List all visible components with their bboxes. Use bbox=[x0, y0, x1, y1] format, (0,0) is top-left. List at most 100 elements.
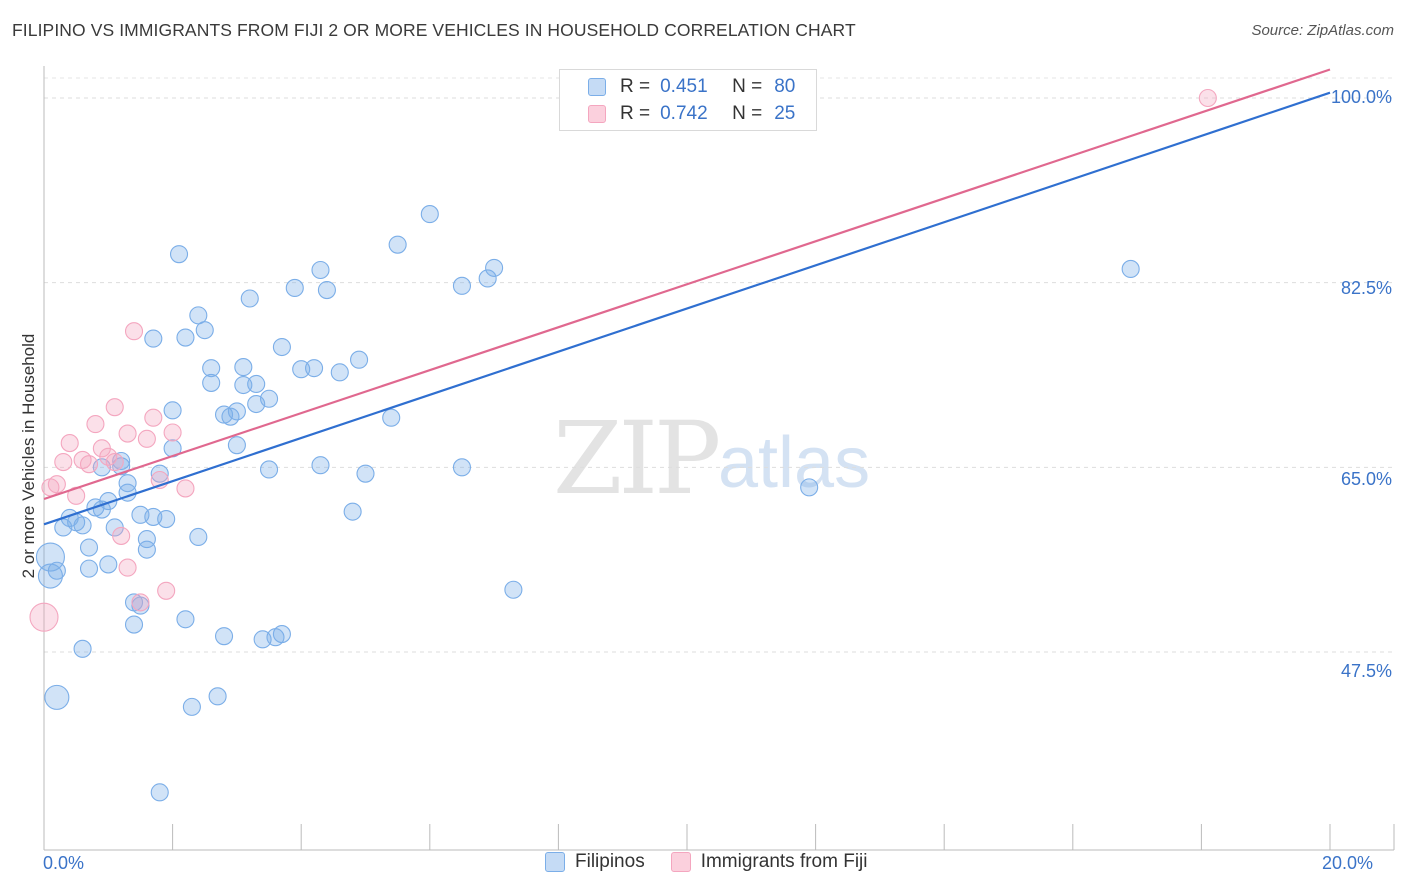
fiji-point-7 bbox=[79, 455, 99, 474]
filipino-point-0 bbox=[35, 542, 65, 572]
filipino-point-54 bbox=[272, 337, 291, 357]
filipino-point-72 bbox=[504, 580, 523, 599]
filipino-point-58 bbox=[311, 456, 330, 475]
legend-row-fiji: R = 0.742 N = 25 bbox=[588, 101, 795, 127]
filipino-point-7 bbox=[73, 639, 92, 658]
filipino-point-34 bbox=[189, 527, 208, 547]
series-legend-fiji[interactable]: Immigrants from Fiji bbox=[670, 851, 868, 873]
filipino-point-45 bbox=[234, 358, 253, 377]
filipino-point-57 bbox=[305, 359, 324, 378]
filipino-point-8 bbox=[79, 559, 99, 578]
fiji-point-12 bbox=[105, 398, 124, 417]
filipino-point-23 bbox=[137, 530, 156, 549]
fiji-point-4 bbox=[60, 434, 79, 453]
legend-n-value-fiji: 25 bbox=[774, 103, 796, 124]
fiji-point-21 bbox=[157, 581, 176, 600]
legend-n-label: N = bbox=[732, 76, 763, 97]
fiji-point-16 bbox=[124, 322, 144, 341]
fiji-point-18 bbox=[137, 429, 156, 448]
filipino-point-59 bbox=[311, 260, 330, 280]
filipino-point-62 bbox=[343, 502, 362, 521]
filipino-point-44 bbox=[234, 375, 253, 395]
stats-legend: R = 0.451 N = 80 R = 0.742 N = 25 bbox=[559, 69, 817, 131]
series-legend: Filipinos Immigrants from Fiji bbox=[545, 851, 894, 873]
watermark-zip: ZIP bbox=[553, 400, 721, 517]
series-label-filipinos: Filipinos bbox=[575, 851, 645, 872]
watermark-atlas: atlas bbox=[718, 423, 871, 503]
fiji-point-22 bbox=[163, 423, 182, 442]
filipino-point-20 bbox=[124, 615, 144, 634]
series-legend-filipinos[interactable]: Filipinos bbox=[545, 851, 645, 873]
fiji-point-19 bbox=[144, 408, 163, 427]
fiji-point-23 bbox=[176, 479, 195, 498]
filipino-point-70 bbox=[478, 269, 497, 288]
y-tick-100: 100.0% bbox=[1330, 87, 1392, 107]
filipino-point-43 bbox=[227, 402, 246, 421]
filipino-point-39 bbox=[208, 687, 227, 706]
filipino-trend-line bbox=[43, 91, 1331, 526]
filipino-point-36 bbox=[195, 321, 214, 340]
y-tick-82-5: 82.5% bbox=[1340, 278, 1392, 298]
legend-r-value-fiji: 0.742 bbox=[660, 103, 708, 124]
series-label-fiji: Immigrants from Fiji bbox=[700, 851, 868, 872]
filipino-point-30 bbox=[169, 245, 189, 264]
series-swatch-filipinos bbox=[545, 852, 565, 872]
filipino-point-17 bbox=[118, 474, 137, 493]
filipino-point-71 bbox=[485, 258, 504, 277]
legend-r-value-filipinos: 0.451 bbox=[660, 76, 708, 97]
filipino-point-47 bbox=[247, 374, 266, 394]
legend-r-label: R = bbox=[620, 103, 651, 124]
filipino-point-52 bbox=[259, 460, 279, 479]
filipino-point-61 bbox=[330, 363, 349, 382]
filipino-point-73 bbox=[800, 478, 819, 497]
filipino-point-9 bbox=[79, 538, 99, 557]
fiji-trend-line bbox=[43, 68, 1331, 501]
filipino-point-32 bbox=[176, 328, 195, 347]
filipino-point-12 bbox=[99, 555, 118, 574]
filipino-point-77 bbox=[47, 561, 66, 580]
filipino-point-68 bbox=[452, 458, 472, 477]
source-label: Source: ZipAtlas.com bbox=[1251, 22, 1394, 39]
fiji-point-15 bbox=[118, 424, 137, 443]
filipino-point-6 bbox=[73, 516, 92, 535]
legend-swatch-fiji bbox=[588, 105, 606, 123]
filipino-point-42 bbox=[227, 436, 246, 455]
legend-r-label: R = bbox=[620, 76, 651, 97]
filipino-point-67 bbox=[420, 205, 439, 224]
filipino-point-2 bbox=[44, 684, 70, 710]
filipino-point-46 bbox=[240, 289, 259, 308]
filipino-point-63 bbox=[350, 350, 369, 369]
fiji-point-11 bbox=[105, 453, 124, 472]
series-swatch-fiji bbox=[670, 852, 691, 872]
filipino-point-25 bbox=[144, 329, 163, 348]
filipino-point-79 bbox=[214, 627, 234, 646]
y-axis-label: 2 or more Vehicles in Household bbox=[19, 333, 38, 579]
filipino-point-22 bbox=[137, 540, 156, 559]
filipino-point-60 bbox=[317, 281, 336, 300]
y-tick-47-5: 47.5% bbox=[1340, 661, 1392, 681]
fiji-point-13 bbox=[112, 526, 131, 545]
x-tick-max: 20.0% bbox=[1322, 853, 1374, 873]
filipino-point-64 bbox=[356, 464, 375, 483]
fiji-point-0 bbox=[29, 602, 59, 632]
fiji-point-17 bbox=[131, 593, 150, 612]
y-tick-65: 65.0% bbox=[1340, 469, 1392, 489]
chart-title: FILIPINO VS IMMIGRANTS FROM FIJI 2 OR MO… bbox=[12, 20, 856, 40]
filipino-point-38 bbox=[202, 359, 221, 378]
filipino-point-50 bbox=[259, 389, 279, 408]
legend-n-label: N = bbox=[732, 103, 763, 124]
filipino-point-26 bbox=[150, 464, 169, 483]
legend-row-filipinos: R = 0.451 N = 80 bbox=[588, 74, 795, 100]
fiji-point-14 bbox=[118, 558, 137, 577]
legend-n-value-filipinos: 80 bbox=[774, 76, 796, 97]
filipino-point-75 bbox=[150, 783, 169, 802]
filipino-point-37 bbox=[202, 373, 221, 392]
filipino-point-74 bbox=[1121, 259, 1140, 278]
filipino-point-53 bbox=[272, 625, 291, 644]
filipino-point-69 bbox=[452, 276, 472, 295]
filipino-point-28 bbox=[163, 401, 182, 420]
fiji-point-24 bbox=[1198, 88, 1217, 108]
filipino-point-65 bbox=[382, 408, 401, 427]
filipino-point-27 bbox=[157, 509, 176, 529]
